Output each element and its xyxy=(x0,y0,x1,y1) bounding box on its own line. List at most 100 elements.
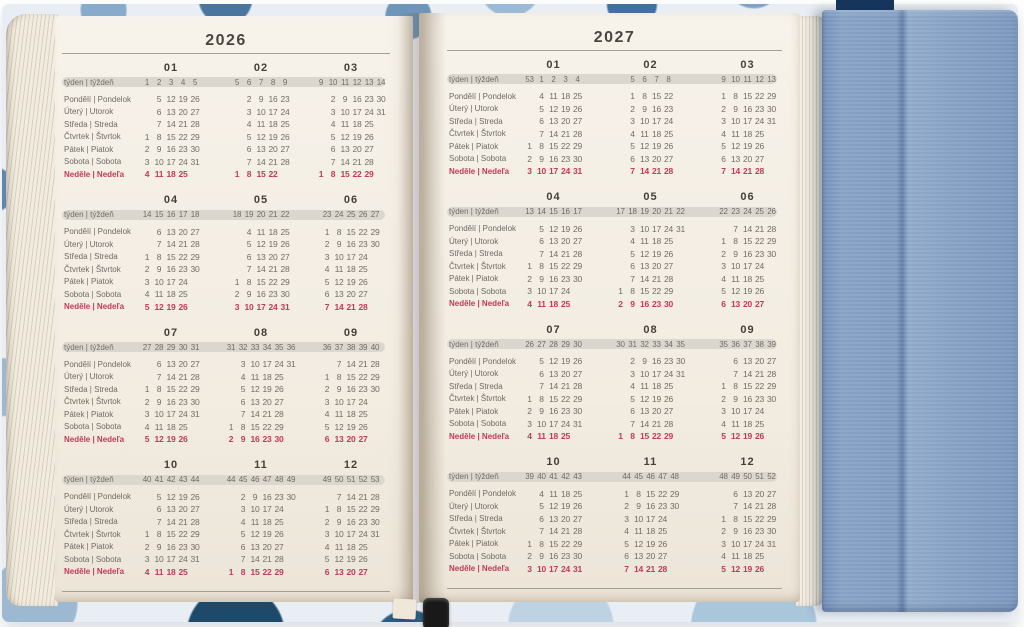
date-cell: 26 xyxy=(280,131,290,142)
date-cell: 29 xyxy=(274,566,284,577)
date-cell xyxy=(141,227,153,237)
date-cell: 20 xyxy=(742,298,753,309)
week-number-cell: 26 xyxy=(358,210,368,219)
date-grid: 4 11 18 25 xyxy=(231,119,291,129)
date-cell: 21 xyxy=(352,156,362,167)
day-row: Sobota | Sobota 3 10 17 24 31 7 14 21 28 4 11 18 25 xyxy=(447,418,782,431)
date-grid: 6 13 20 27 xyxy=(524,514,584,524)
date-grid: 5 12 19 26 xyxy=(627,141,675,151)
day-label: Pondělí | Pondelok xyxy=(449,224,517,234)
day-label: Sobota | Sobota xyxy=(449,551,507,561)
date-grid: 5 12 19 26 xyxy=(225,384,297,394)
date-cell: 7 xyxy=(539,248,544,259)
date-cell: 26 xyxy=(572,501,583,512)
date-cell: 17 xyxy=(262,359,272,370)
date-cell: 3 xyxy=(527,286,532,297)
month-number: 03 xyxy=(740,58,755,71)
date-grid: 7 14 21 28 xyxy=(315,157,387,167)
date-cell: 13 xyxy=(250,396,260,407)
date-cell: 16 xyxy=(651,103,662,114)
date-cell xyxy=(615,406,627,416)
dates-slot: 1 8 15 22 29 xyxy=(505,141,602,151)
day-label: Středa | Streda xyxy=(64,517,118,527)
date-cell: 4 xyxy=(630,381,635,392)
week-number-cell: 30 xyxy=(616,339,625,349)
date-cell: 12 xyxy=(548,356,559,367)
date-cell: 14 xyxy=(633,563,644,574)
date-cell: 31 xyxy=(675,368,686,379)
week-numbers: 31 32 33 34 35 36 xyxy=(216,343,306,352)
month-number: 07 xyxy=(163,326,179,339)
date-cell: 19 xyxy=(346,421,356,432)
date-cell: 21 xyxy=(754,368,765,379)
date-cell: 18 xyxy=(268,226,278,237)
week-numbers: 49 50 51 52 53 xyxy=(306,475,396,484)
week-number-cell: 17 xyxy=(616,207,625,216)
date-cell: 27 xyxy=(572,513,583,524)
week-grid: 17 18 19 20 21 22 xyxy=(615,207,687,216)
month-header-row: 07 08 09 xyxy=(62,326,390,339)
date-grid: 1 8 15 22 29 xyxy=(524,394,584,404)
date-cell: 17 xyxy=(268,106,278,117)
date-cell: 31 xyxy=(675,223,686,234)
date-cell: 29 xyxy=(364,169,374,180)
month-number: 05 xyxy=(253,194,269,206)
date-grid: 3 10 17 24 xyxy=(718,261,778,271)
date-cell: 15 xyxy=(166,529,176,540)
date-cell: 1 xyxy=(324,226,330,237)
day-label: Neděle | Nedeľa xyxy=(449,299,510,309)
date-cell: 13 xyxy=(166,106,176,117)
title-rule xyxy=(62,53,390,54)
date-cell: 17 xyxy=(651,116,662,127)
date-cell: 22 xyxy=(663,91,674,102)
dates-slot: 6 13 20 27 xyxy=(505,116,602,126)
date-cell: 25 xyxy=(657,526,668,537)
week-number-cell: 25 xyxy=(755,207,764,216)
dates-slot: 7 14 21 28 xyxy=(126,372,216,382)
dates-slot: 4 11 18 25 xyxy=(699,419,796,429)
dates-slot: 3 10 17 24 xyxy=(602,116,699,126)
date-cell: 15 xyxy=(639,431,650,442)
week-number-cell: 22 xyxy=(719,207,728,216)
dates-slot: 1 8 15 22 29 xyxy=(699,381,796,391)
date-cell xyxy=(189,302,201,312)
date-cell: 22 xyxy=(358,504,368,515)
day-row: Středa | Streda 1 8 15 22 29 6 13 20 27 3 10 17 24 xyxy=(62,251,390,264)
date-grid: 7 14 21 28 xyxy=(621,564,681,574)
date-cell xyxy=(225,372,237,382)
date-cell: 10 xyxy=(536,286,547,297)
date-cell: 25 xyxy=(280,226,290,237)
date-cell: 16 xyxy=(742,248,753,259)
date-cell: 27 xyxy=(572,236,583,247)
dates-slot: 5 12 19 26 xyxy=(306,132,396,142)
date-cell xyxy=(225,359,237,369)
date-cell: 3 xyxy=(721,538,726,549)
date-cell: 7 xyxy=(630,273,635,284)
dates-slot: 7 14 21 28 xyxy=(699,369,796,379)
month-slot: 09 xyxy=(699,324,796,336)
date-cell: 18 xyxy=(352,119,362,130)
dates-slot: 4 11 18 25 xyxy=(505,431,602,441)
date-cell: 25 xyxy=(358,541,368,552)
week-numbers: 44 45 46 47 48 xyxy=(602,472,699,481)
day-row: Úterý | Utorok 5 12 19 26 2 9 16 23 30 7 14 21 28 xyxy=(447,500,782,513)
date-cell: 8 xyxy=(246,169,252,180)
date-cell: 27 xyxy=(754,298,765,309)
date-cell: 20 xyxy=(560,513,571,524)
date-cell: 5 xyxy=(240,529,246,540)
date-cell: 10 xyxy=(250,359,260,370)
date-cell: 26 xyxy=(754,141,765,152)
month-header-row: 10 11 12 xyxy=(62,459,390,472)
date-cell xyxy=(369,422,381,432)
date-cell: 17 xyxy=(548,563,559,574)
date-cell: 24 xyxy=(268,301,278,312)
date-cell: 11 xyxy=(334,264,344,275)
date-grid: 6 13 20 27 xyxy=(524,116,584,126)
date-cell: 21 xyxy=(560,128,571,139)
date-cell: 8 xyxy=(156,384,162,395)
date-cell: 1 xyxy=(721,513,726,524)
date-grid: 2 9 16 23 xyxy=(231,94,291,104)
dates-slot: 7 14 21 28 xyxy=(699,224,796,234)
date-cell: 27 xyxy=(190,226,200,237)
date-cell xyxy=(189,567,201,577)
